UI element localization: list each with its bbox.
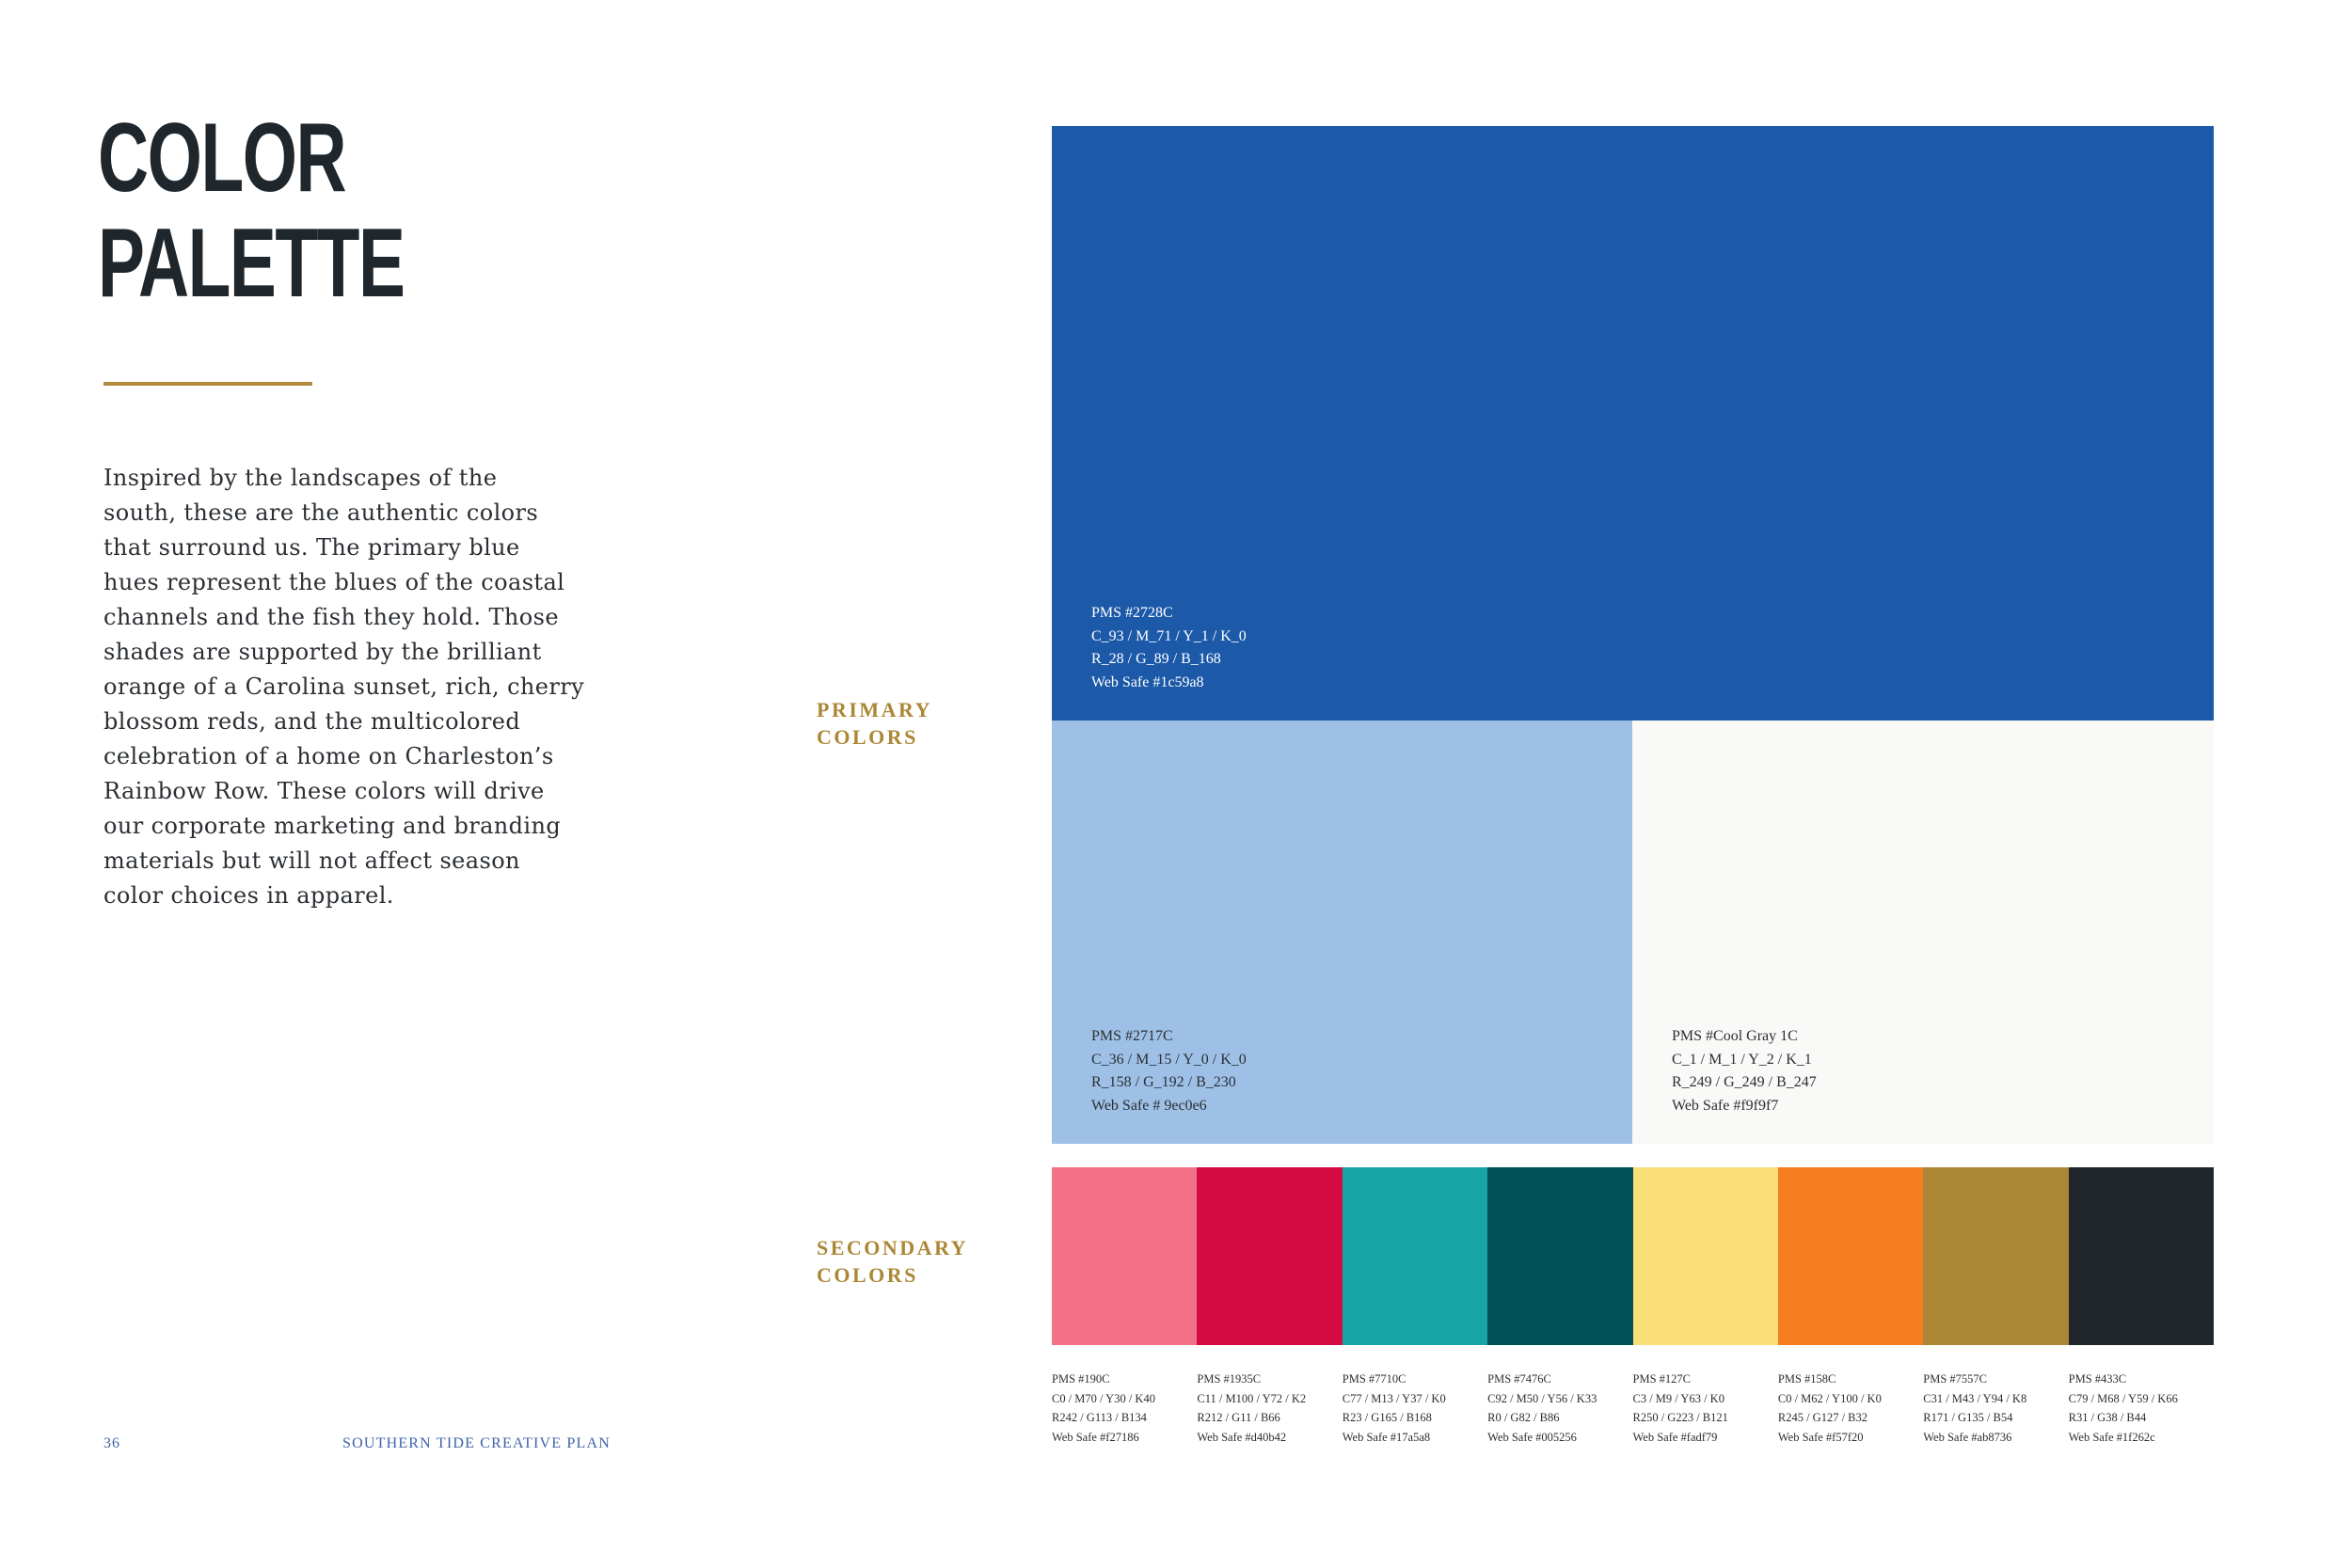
swatch-specs: PMS #2728C C_93 / M_71 / Y_1 / K_0 R_28 … xyxy=(1091,602,1247,694)
rgb-values: R212 / G11 / B66 xyxy=(1197,1411,1280,1424)
web-hex: Web Safe #f57f20 xyxy=(1777,1430,1864,1444)
pms-code: PMS #7476C xyxy=(1487,1372,1551,1386)
cmyk-values: C11 / M100 / Y72 / K2 xyxy=(1197,1391,1307,1405)
rgb-values: R_28 / G_89 / B_168 xyxy=(1091,651,1221,667)
pms-code: PMS #1935C xyxy=(1197,1372,1262,1386)
body-line: Rainbow Row. These colors will drive xyxy=(103,778,545,804)
primary-swatch-cool-gray: PMS #Cool Gray 1C C_1 / M_1 / Y_2 / K_1 … xyxy=(1632,721,2214,1144)
pms-code: PMS #Cool Gray 1C xyxy=(1672,1028,1798,1044)
body-line: orange of a Carolina sunset, rich, cherr… xyxy=(103,673,585,700)
cmyk-values: C0 / M70 / Y30 / K40 xyxy=(1052,1391,1155,1405)
rgb-values: R242 / G113 / B134 xyxy=(1052,1411,1147,1424)
secondary-swatch-yellow xyxy=(1632,1167,1778,1345)
secondary-swatch-row xyxy=(1052,1167,2214,1345)
web-hex: Web Safe #f27186 xyxy=(1052,1430,1139,1444)
label-line: SECONDARY xyxy=(817,1236,969,1259)
cmyk-values: C31 / M43 / Y94 / K8 xyxy=(1923,1391,2027,1405)
secondary-swatch-dark-teal xyxy=(1487,1167,1633,1345)
body-line: that surround us. The primary blue xyxy=(103,534,520,561)
body-line: our corporate marketing and branding xyxy=(103,813,562,839)
pms-code: PMS #127C xyxy=(1632,1372,1691,1386)
secondary-specs: PMS #190C C0 / M70 / Y30 / K40 R242 / G1… xyxy=(1052,1370,1197,1447)
running-footer-title: SOUTHERN TIDE CREATIVE PLAN xyxy=(342,1435,611,1451)
body-line: Inspired by the landscapes of the xyxy=(103,465,498,491)
primary-colors-label: PRIMARY COLORS xyxy=(817,696,932,751)
secondary-swatch-pink xyxy=(1052,1167,1198,1345)
secondary-swatch-gold xyxy=(1923,1167,2069,1345)
cmyk-values: C_36 / M_15 / Y_0 / K_0 xyxy=(1091,1051,1247,1068)
rgb-values: R31 / G38 / B44 xyxy=(2068,1411,2147,1424)
swatch-specs: PMS #Cool Gray 1C C_1 / M_1 / Y_2 / K_1 … xyxy=(1672,1025,1817,1117)
pms-code: PMS #190C xyxy=(1052,1372,1110,1386)
rgb-values: R_249 / G_249 / B_247 xyxy=(1672,1074,1817,1090)
web-hex: Web Safe #1c59a8 xyxy=(1091,673,1204,690)
web-hex: Web Safe #005256 xyxy=(1487,1430,1577,1444)
cmyk-values: C3 / M9 / Y63 / K0 xyxy=(1632,1391,1724,1405)
cmyk-values: C0 / M62 / Y100 / K0 xyxy=(1777,1391,1882,1405)
title-line-1: COLOR xyxy=(98,103,347,213)
body-line: hues represent the blues of the coastal xyxy=(103,569,565,595)
primary-swatch-light-blue: PMS #2717C C_36 / M_15 / Y_0 / K_0 R_158… xyxy=(1052,721,1632,1144)
web-hex: Web Safe #f9f9f7 xyxy=(1672,1097,1779,1114)
pms-code: PMS #433C xyxy=(2068,1372,2127,1386)
page-number: 36 xyxy=(103,1435,120,1451)
web-hex: Web Safe # 9ec0e6 xyxy=(1091,1097,1207,1114)
rgb-values: R0 / G82 / B86 xyxy=(1487,1411,1560,1424)
cmyk-values: C79 / M68 / Y59 / K66 xyxy=(2068,1391,2178,1405)
secondary-specs: PMS #158C C0 / M62 / Y100 / K0 R245 / G1… xyxy=(1778,1370,1923,1447)
secondary-swatch-charcoal xyxy=(2068,1167,2214,1345)
pms-code: PMS #2728C xyxy=(1091,605,1173,621)
web-hex: Web Safe #d40b42 xyxy=(1197,1430,1287,1444)
rgb-values: R_158 / G_192 / B_230 xyxy=(1091,1074,1236,1090)
accent-rule xyxy=(103,382,312,386)
secondary-colors-label: SECONDARY COLORS xyxy=(817,1234,968,1289)
rgb-values: R250 / G223 / B121 xyxy=(1632,1411,1728,1424)
body-line: shades are supported by the brilliant xyxy=(103,639,542,665)
secondary-specs: PMS #127C C3 / M9 / Y63 / K0 R250 / G223… xyxy=(1633,1370,1778,1447)
cmyk-values: C92 / M50 / Y56 / K33 xyxy=(1487,1391,1597,1405)
rgb-values: R23 / G165 / B168 xyxy=(1342,1411,1432,1424)
cmyk-values: C_93 / M_71 / Y_1 / K_0 xyxy=(1091,627,1247,644)
secondary-specs: PMS #7710C C77 / M13 / Y37 / K0 R23 / G1… xyxy=(1343,1370,1487,1447)
primary-swatch-blue: PMS #2728C C_93 / M_71 / Y_1 / K_0 R_28 … xyxy=(1052,126,2214,721)
body-line: channels and the fish they hold. Those xyxy=(103,604,559,630)
label-line: COLORS xyxy=(817,1263,918,1287)
pms-code: PMS #158C xyxy=(1777,1372,1836,1386)
body-line: materials but will not affect season xyxy=(103,847,520,874)
web-hex: Web Safe #17a5a8 xyxy=(1342,1430,1431,1444)
body-line: color choices in apparel. xyxy=(103,882,394,909)
secondary-specs: PMS #7476C C92 / M50 / Y56 / K33 R0 / G8… xyxy=(1487,1370,1632,1447)
secondary-swatch-orange xyxy=(1777,1167,1924,1345)
pms-code: PMS #7557C xyxy=(1923,1372,1987,1386)
secondary-specs: PMS #1935C C11 / M100 / Y72 / K2 R212 / … xyxy=(1197,1370,1342,1447)
swatch-specs: PMS #2717C C_36 / M_15 / Y_0 / K_0 R_158… xyxy=(1091,1025,1247,1117)
body-line: south, these are the authentic colors xyxy=(103,499,539,526)
web-hex: Web Safe #fadf79 xyxy=(1632,1430,1718,1444)
body-line: blossom reds, and the multicolored xyxy=(103,708,521,735)
web-hex: Web Safe #1f262c xyxy=(2068,1430,2155,1444)
cmyk-values: C77 / M13 / Y37 / K0 xyxy=(1342,1391,1446,1405)
pms-code: PMS #2717C xyxy=(1091,1028,1173,1044)
body-line: celebration of a home on Charleston’s xyxy=(103,743,554,769)
secondary-specs-row: PMS #190C C0 / M70 / Y30 / K40 R242 / G1… xyxy=(1052,1370,2214,1447)
secondary-swatch-red xyxy=(1197,1167,1343,1345)
rgb-values: R245 / G127 / B32 xyxy=(1777,1411,1868,1424)
intro-paragraph: Inspired by the landscapes of the south,… xyxy=(103,461,612,913)
secondary-specs: PMS #7557C C31 / M43 / Y94 / K8 R171 / G… xyxy=(1923,1370,2068,1447)
title-line-2: PALETTE xyxy=(98,209,405,318)
page-title: COLOR PALETTE xyxy=(98,103,405,318)
label-line: COLORS xyxy=(817,725,918,749)
cmyk-values: C_1 / M_1 / Y_2 / K_1 xyxy=(1672,1051,1812,1068)
rgb-values: R171 / G135 / B54 xyxy=(1923,1411,2013,1424)
web-hex: Web Safe #ab8736 xyxy=(1923,1430,2012,1444)
secondary-swatch-teal xyxy=(1342,1167,1488,1345)
label-line: PRIMARY xyxy=(817,698,933,721)
pms-code: PMS #7710C xyxy=(1342,1372,1406,1386)
secondary-specs: PMS #433C C79 / M68 / Y59 / K66 R31 / G3… xyxy=(2069,1370,2214,1447)
